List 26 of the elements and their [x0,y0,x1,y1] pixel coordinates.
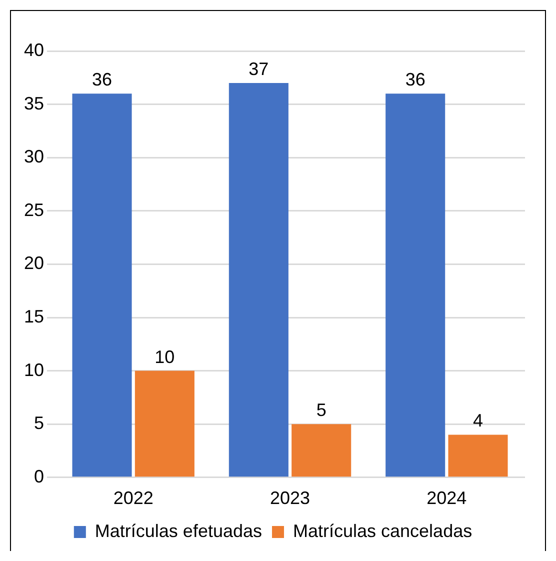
y-tick-label: 30 [24,146,44,167]
bar [386,94,446,477]
legend-label: Matrículas efetuadas [94,520,262,541]
x-tick-label: 2024 [426,488,467,508]
y-tick-label: 35 [24,93,44,114]
data-label: 37 [248,58,269,79]
y-tick-label: 25 [24,200,44,220]
x-tick-label: 2022 [113,488,154,508]
y-tick-label: 20 [24,253,44,274]
y-tick-label: 10 [24,360,44,380]
data-label: 36 [92,70,112,90]
y-tick-label: 40 [24,40,44,60]
data-label: 5 [316,400,326,420]
x-tick-label: 2023 [270,488,310,508]
y-tick-label: 15 [24,306,44,326]
bar [448,434,508,477]
data-label: 4 [472,410,484,431]
bar [228,82,288,477]
bar [134,370,194,477]
data-label: 10 [154,346,175,367]
bar [72,94,132,477]
y-tick-label: 0 [34,466,44,486]
legend-label: Matrículas canceladas [293,520,472,541]
bar [292,424,352,477]
data-label: 36 [405,70,426,90]
y-tick-label: 5 [34,413,44,434]
